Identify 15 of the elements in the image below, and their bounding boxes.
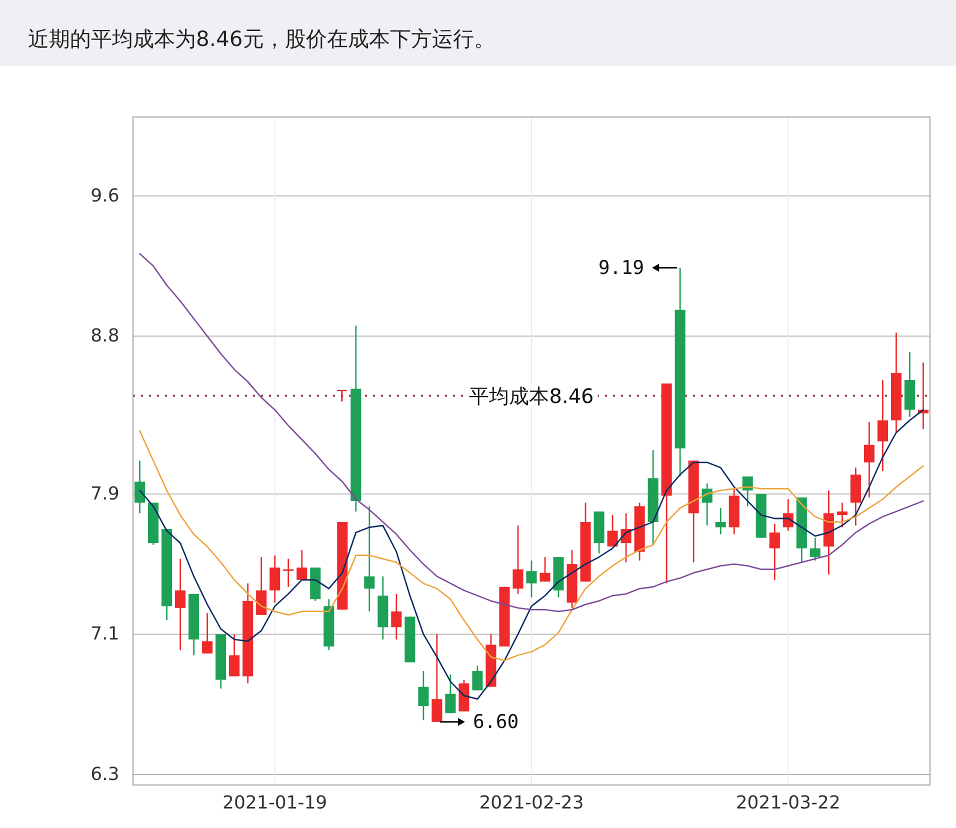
annotation: T	[336, 386, 347, 406]
chart-title: 近期的平均成本为8.46元，股价在成本下方运行。	[28, 27, 495, 51]
line-series	[139, 430, 924, 662]
annotation: 9.19	[598, 256, 644, 279]
y-tick-label: 7.1	[90, 624, 120, 645]
x-tick-label: 2021-01-19	[222, 792, 328, 814]
ref-line-label: 平均成本8.46	[469, 384, 594, 408]
y-tick-label: 8.8	[90, 326, 120, 347]
y-tick-label: 7.9	[90, 483, 120, 504]
x-tick-label: 2021-03-22	[736, 792, 840, 814]
line-series	[139, 253, 924, 612]
y-tick-label: 6.3	[90, 764, 120, 785]
y-tick-label: 9.6	[90, 185, 120, 206]
x-tick-label: 2021-02-23	[479, 792, 584, 814]
annotation: 6.60	[472, 710, 519, 733]
